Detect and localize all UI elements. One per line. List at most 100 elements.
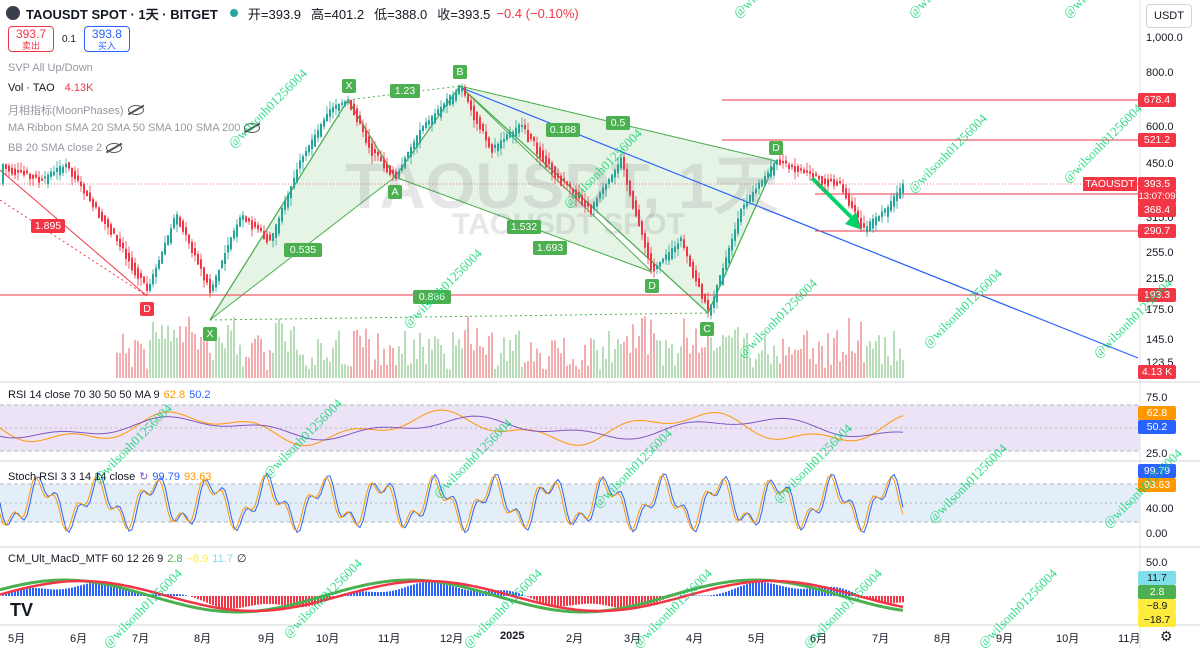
macd-histogram-bar xyxy=(218,596,220,607)
volume-bar xyxy=(191,332,193,378)
candle-body xyxy=(59,166,61,175)
volume-bar xyxy=(188,317,190,378)
buy-price: 393.8 xyxy=(85,28,129,40)
candle-body xyxy=(293,178,295,188)
hidden-eye-icon[interactable] xyxy=(128,105,144,115)
symbol-title[interactable]: TAOUSDT SPOT · 1天 · BITGET xyxy=(26,4,218,23)
settings-gear-icon[interactable]: ⚙ xyxy=(1160,628,1173,645)
candle-body xyxy=(824,179,826,185)
macd-histogram-bar xyxy=(779,586,781,596)
candle-body xyxy=(143,277,145,283)
macd-histogram-bar xyxy=(59,589,61,596)
candle-body xyxy=(80,182,82,186)
volume-bar xyxy=(287,351,289,378)
volume-bar xyxy=(875,341,877,378)
candle-body xyxy=(782,161,784,163)
legend-rsi[interactable]: RSI 14 close 70 30 50 50 MA 9 62.8 50.2 xyxy=(8,389,211,401)
volume-bar xyxy=(719,346,721,378)
volume-bar xyxy=(371,370,373,378)
candle-body xyxy=(248,218,250,221)
candle-body xyxy=(677,243,679,249)
macd-histogram-bar xyxy=(434,582,436,596)
candle-body xyxy=(311,140,313,150)
macd-histogram-bar xyxy=(416,584,418,596)
ratio-label: 0.5 xyxy=(606,116,630,130)
macd-histogram-bar xyxy=(455,587,457,596)
candle-body xyxy=(104,215,106,224)
volume-bar xyxy=(314,365,316,378)
volume-bar xyxy=(296,350,298,378)
x-tick-year: 2025 xyxy=(500,630,524,642)
hidden-eye-icon[interactable] xyxy=(106,143,122,153)
candle-body xyxy=(116,235,118,241)
volume-bar xyxy=(185,327,187,378)
volume-bar xyxy=(680,346,682,378)
candle-body xyxy=(263,231,265,239)
candle-body xyxy=(17,170,19,173)
legend-bb[interactable]: BB 20 SMA close 2 xyxy=(8,142,122,154)
legend-rsi-ma-value: 50.2 xyxy=(189,389,210,401)
volume-bar xyxy=(395,365,397,378)
x-tick: 8月 xyxy=(194,630,211,646)
candle-body xyxy=(209,279,211,293)
legend-macd[interactable]: CM_Ult_MacD_MTF 60 12 26 9 2.8 −8.9 11.7… xyxy=(8,552,246,565)
macd-histogram-bar xyxy=(377,592,379,596)
candle-body xyxy=(197,254,199,265)
macd-histogram-bar xyxy=(284,596,286,606)
macd-histogram-bar xyxy=(620,596,622,608)
candle-body xyxy=(332,107,334,113)
candle-body xyxy=(869,221,871,231)
candle-body xyxy=(47,175,49,184)
volume-bar xyxy=(851,351,853,378)
candle-body xyxy=(731,239,733,251)
pattern-point-a: A xyxy=(388,185,402,199)
price-tag-368: 368.4 xyxy=(1138,203,1176,217)
macd-histogram-bar xyxy=(734,588,736,596)
volume-bar xyxy=(245,357,247,378)
macd-histogram-bar xyxy=(41,588,43,596)
volume-bar xyxy=(608,331,610,378)
candle-body xyxy=(656,265,658,269)
macd-histogram-bar xyxy=(575,596,577,605)
macd-histogram-bar xyxy=(251,596,253,606)
macd-histogram-bar xyxy=(593,596,595,604)
macd-histogram-bar xyxy=(596,596,598,604)
macd-histogram-bar xyxy=(176,594,178,596)
candle-body xyxy=(212,285,214,292)
tradingview-logo-icon: TV xyxy=(10,600,33,621)
legend-rsi-value: 62.8 xyxy=(164,389,185,401)
volume-bar xyxy=(479,346,481,378)
refresh-icon[interactable]: ↻ xyxy=(139,470,148,483)
candle-body xyxy=(11,168,13,174)
macd-histogram-bar xyxy=(578,596,580,604)
macd-histogram-bar xyxy=(281,596,283,605)
candle-body xyxy=(134,263,136,276)
candle-body xyxy=(779,159,781,164)
volume-bar xyxy=(839,362,841,378)
candle-body xyxy=(5,164,7,169)
pattern-point-x2: X xyxy=(203,327,217,341)
volume-bar xyxy=(434,336,436,378)
candle-body xyxy=(329,109,331,117)
macd-histogram-bar xyxy=(86,584,88,596)
macd-histogram-bar xyxy=(599,596,601,604)
legend-ma-ribbon[interactable]: MA Ribbon SMA 20 SMA 50 SMA 100 SMA 200 xyxy=(8,122,260,134)
legend-svp[interactable]: SVP All Up/Down xyxy=(8,62,93,74)
candle-body xyxy=(140,273,142,278)
currency-button[interactable]: USDT xyxy=(1146,4,1192,28)
macd-histogram-bar xyxy=(893,596,895,603)
macd-histogram-bar xyxy=(887,596,889,603)
ratio-label: 0.188 xyxy=(546,123,580,137)
macd-histogram-bar xyxy=(404,587,406,596)
volume-bar xyxy=(725,337,727,378)
volume-bar xyxy=(863,362,865,378)
sell-button[interactable]: 393.7 卖出 xyxy=(8,26,54,52)
ohlc-change: −0.4 (−0.10%) xyxy=(496,6,578,21)
volume-bar xyxy=(278,319,280,378)
macd-histogram-bar xyxy=(605,596,607,605)
volume-bar xyxy=(659,341,661,378)
legend-moonphase[interactable]: 月相指标(MoonPhases) xyxy=(8,102,144,118)
buy-button[interactable]: 393.8 买入 xyxy=(84,26,130,52)
volume-bar xyxy=(830,365,832,378)
